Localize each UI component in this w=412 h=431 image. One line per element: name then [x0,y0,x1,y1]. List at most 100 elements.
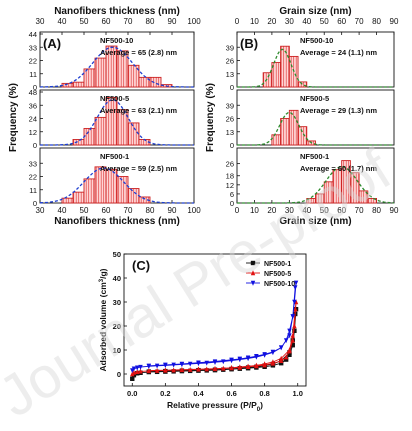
average-label: Average = 24 (1.1) nm [300,48,377,57]
y-tick-label: 0 [117,370,121,379]
x-axis-label: Grain size (nm) [279,216,351,227]
histogram-bar [280,45,290,88]
gaussian-fit-line [39,167,194,204]
histogram-bar [349,172,360,204]
average-label: Average = 63 (2.1) nm [100,106,177,115]
bottom-tick-label: 30 [285,206,294,215]
top-tick-label: 70 [355,17,364,26]
bottom-tick-label: 90 [390,206,399,215]
data-point [292,299,297,305]
bottom-tick-label: 0 [235,206,240,215]
y-tick-label: 0 [230,141,234,150]
data-point [204,360,209,366]
top-tick-label: 30 [36,17,45,26]
data-point [135,365,140,371]
bottom-tick-label: 80 [146,206,155,215]
x-axis-label: Nanofibers thickness (nm) [54,216,180,227]
data-point [290,343,295,348]
y-tick-label: 40 [113,274,121,283]
data-point [130,376,135,381]
panel-b: Grain size (nm)0 10 20 30 40 50 60 70 80 900 10 20 3… [205,6,399,227]
panel-label: (B) [240,36,258,51]
y-tick-label: 11 [29,186,37,195]
bottom-tick-label: 100 [187,206,201,215]
data-point [293,306,298,312]
top-tick-label: 20 [267,17,276,26]
data-point [146,367,152,373]
y-tick-label: 30 [113,298,121,307]
top-tick-label: 90 [168,17,177,26]
histogram-bar [94,116,107,146]
data-point [171,362,176,368]
y-axis-label: Adsorbed volume (cm3/g) [98,268,108,371]
y-tick-label: 0 [230,199,234,208]
data-point [283,354,289,360]
data-point [278,345,284,351]
top-axis-title: Nanofibers thickness (nm) [54,6,180,17]
histogram-bar [83,178,96,204]
sample-label: NF500-10 [300,36,333,45]
bottom-tick-label: 40 [58,206,67,215]
y-tick-label: 0 [33,83,37,92]
histogram-bar [271,134,282,146]
y-tick-label: 22 [29,57,37,66]
y-tick-label: 0 [33,199,37,208]
y-axis-label: Frequency (%) [205,83,216,152]
data-point [237,364,243,370]
top-tick-label: 80 [146,17,155,26]
histogram-bar [127,64,140,88]
y-tick-label: 24 [29,115,37,124]
data-point [179,366,185,372]
data-point [135,369,140,375]
histogram-bar [105,97,118,146]
bottom-tick-label: 40 [302,206,311,215]
sample-label: NF500-5 [100,94,129,103]
histogram-bar [127,122,140,146]
panel-label: (C) [132,258,150,273]
y-tick-label: 48 [29,88,37,97]
y-tick-label: 12 [29,128,37,137]
y-tick-label: 12 [226,181,234,190]
data-point [171,367,176,373]
histogram-bar [83,68,96,88]
top-tick-label: 50 [320,17,329,26]
histogram-bar [297,126,308,146]
average-label: Average = 60 (1.7) nm [300,164,377,173]
panel-a: Nanofibers thickness (nm) 30 40 50 60 70 80 90 1… [8,6,201,227]
y-tick-label: 39 [226,43,234,52]
data-point [138,364,143,370]
data-point [290,332,295,338]
y-tick-label: 39 [226,101,234,110]
data-point [229,357,234,363]
bottom-tick-label: 30 [36,206,45,215]
data-point [293,285,298,291]
data-point [212,366,218,371]
top-tick-label: 100 [187,17,201,26]
y-tick-label: 18 [226,172,234,181]
legend-label: NF500-5 [264,271,291,278]
x-axis-label: Relative pressure (P/P0) [167,400,263,413]
data-point [154,363,160,369]
y-tick-label: 26 [226,115,234,124]
histogram-bar [72,191,85,204]
legend-label: NF500-1 [264,261,291,268]
bottom-tick-label: 50 [320,206,329,215]
gaussian-fit-line [237,166,395,204]
histogram-bar [149,76,162,88]
y-tick-label: 22 [29,173,37,182]
data-point [163,362,168,368]
x-tick-label: 1.0 [293,389,303,398]
data-point [179,361,185,367]
y-tick-label: 10 [113,346,121,355]
top-tick-label: 70 [124,17,133,26]
y-tick-label: 36 [29,101,37,110]
average-label: Average = 65 (2.8) nm [100,48,177,57]
gaussian-fit-line [39,46,194,88]
histogram-bar [72,81,85,88]
gaussian-fit-line [237,111,394,146]
histogram-bar [367,198,378,204]
sample-label: NF500-1 [100,152,129,161]
y-tick-label: 13 [226,128,234,137]
histogram-bar [83,127,96,146]
